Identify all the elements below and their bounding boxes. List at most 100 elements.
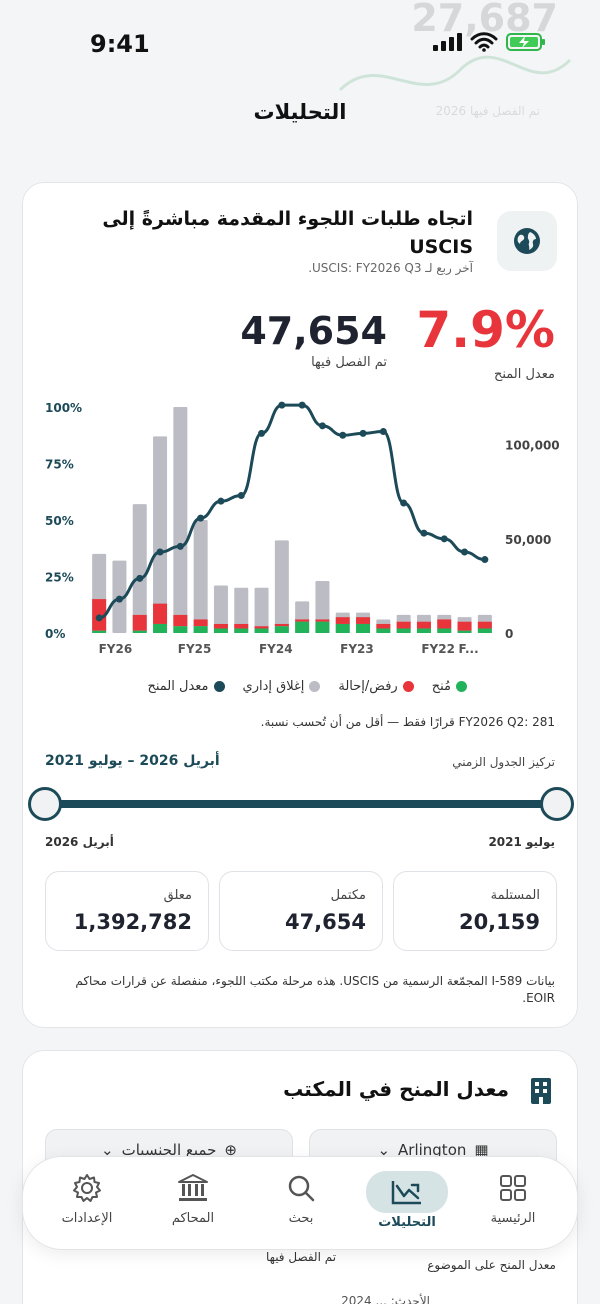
below-latest-label: الأحدث: ... 2024 [341,1294,430,1304]
grant-rate-point [237,492,245,500]
grant-rate-point [136,574,144,582]
bar-granted [193,626,208,633]
bar-granted [416,628,431,633]
grant-rate-point [197,514,205,522]
tab-search[interactable]: بحث [251,1167,351,1243]
building-small-icon: ▦ [474,1141,489,1159]
bar-referred [376,623,391,629]
bar-admin-closed [213,585,228,633]
bar-granted [173,626,188,633]
grant-rate-point [461,548,469,556]
bar-referred [457,621,472,631]
x-axis-tick: FY23 [340,642,374,656]
decided-value: 47,654 [240,309,387,353]
below-merits-label: معدل المنح على الموضوع [427,1258,556,1272]
timeline-slider-track[interactable] [45,800,557,808]
bar-admin-closed [193,520,208,633]
y-axis-left-tick: 0% [45,627,65,641]
bar-referred [274,623,289,627]
grant-rate-value: 7.9% [416,301,555,359]
grant-rate-point [440,535,448,543]
bar-referred [477,621,492,629]
grant-rate-point [318,422,326,430]
y-axis-right-tick: 50,000 [505,533,551,547]
ghost-caption: تم الفصل فيها 2026 [435,104,540,118]
bar-admin-closed [153,436,168,633]
globe-small-icon: ⊕ [224,1141,237,1159]
stat-pending-label: معلق [163,888,192,903]
chart-legend: مُنح رفض/إحالة إغلاق إداري معدل المنح [147,679,467,694]
chevron-down-icon: ⌄ [101,1141,114,1159]
grant-rate-point [339,431,347,439]
stat-completed: مكتمل 47,654 [219,871,383,951]
grant-rate-point [359,429,367,437]
chevron-down-icon: ⌄ [377,1141,391,1159]
card-subtitle: آخر ربع لـ USCIS: FY2026 Q3. [308,261,473,275]
tab-home-label: الرئيسية [490,1211,536,1226]
stat-received: المستلمة 20,159 [393,871,557,951]
x-axis-tick: FY22 [421,642,455,656]
grant-rate-point [217,497,225,505]
card-title: اتجاه طلبات اللجوء المقدمة مباشرةً إلى U… [102,208,473,258]
gear-icon [73,1174,101,1202]
tab-home[interactable]: الرئيسية [463,1167,563,1243]
y-axis-right-tick: 0 [505,627,513,641]
bar-referred [213,623,228,629]
grant-rate-line [98,403,485,620]
bar-granted [92,630,107,633]
cellular-signal-icon [433,33,462,51]
grant-rate-point [95,614,103,622]
trend-chart-icon [391,1181,421,1205]
grant-rate-point [156,548,164,556]
timeline-start-label: يوليو 2021 [488,835,555,849]
bar-referred [396,621,411,629]
bar-admin-closed [132,504,147,633]
x-axis-tick: FY25 [178,642,212,656]
bar-granted [376,628,391,633]
legend-label: إغلاق إداري [242,679,305,694]
tab-settings-label: الإعدادات [61,1211,113,1226]
legend-dot-icon [402,681,414,692]
stat-completed-value: 47,654 [284,910,366,934]
legend-dot-icon [213,681,225,692]
building-icon [531,1078,551,1104]
legend-label: معدل المنح [147,679,209,694]
bar-referred [132,614,147,631]
tab-settings[interactable]: الإعدادات [37,1167,137,1243]
bar-granted [437,628,452,633]
grant-rate-point [258,429,266,437]
ghost-sparkline [338,55,572,92]
bar-granted [153,623,168,633]
timeline-slider-handle-end[interactable] [28,787,62,821]
bar-granted [477,628,492,633]
trend-chart[interactable]: 100% 75% 50% 25% 0% 100,000 50,000 0 FY26 FY25 FY2… [23,393,579,673]
stat-pending-value: 1,392,782 [73,910,192,934]
bar-granted [213,628,228,633]
timeline-range: أبريل 2026 – يوليو 2021 [45,753,220,769]
tab-courts[interactable]: المحاكم [143,1167,243,1243]
bar-granted [457,630,472,633]
stat-pending: معلق 1,392,782 [45,871,209,951]
y-axis-left-tick: 50% [45,514,74,528]
y-axis-left-tick: 75% [45,458,74,472]
bar-admin-closed [274,540,289,633]
tab-search-label: بحث [288,1211,314,1226]
bar-referred [437,619,452,629]
timeline-slider-handle-start[interactable] [540,787,574,821]
legend-item: إغلاق إداري [243,679,321,694]
bar-referred [254,626,269,629]
bar-granted [132,630,147,633]
bottom-tab-bar: الرئيسية التحليلات بحث [22,1156,578,1250]
globe-icon [514,228,540,254]
timeline-focus-label: تركيز الجدول الزمني [452,755,555,769]
bar-referred [335,617,350,624]
q2-note: FY2026 Q2: 281 قرارًا فقط — أقل من أن تُ… [260,715,555,729]
legend-label: رفض/إحالة [338,679,398,694]
bar-referred [153,603,168,624]
tab-courts-label: المحاكم [171,1211,215,1226]
bar-referred [234,623,249,629]
stat-completed-label: مكتمل [330,888,366,903]
bar-granted [254,628,269,633]
tab-analytics[interactable]: التحليلات [357,1167,457,1243]
grant-rate-label: معدل المنح [493,367,555,382]
